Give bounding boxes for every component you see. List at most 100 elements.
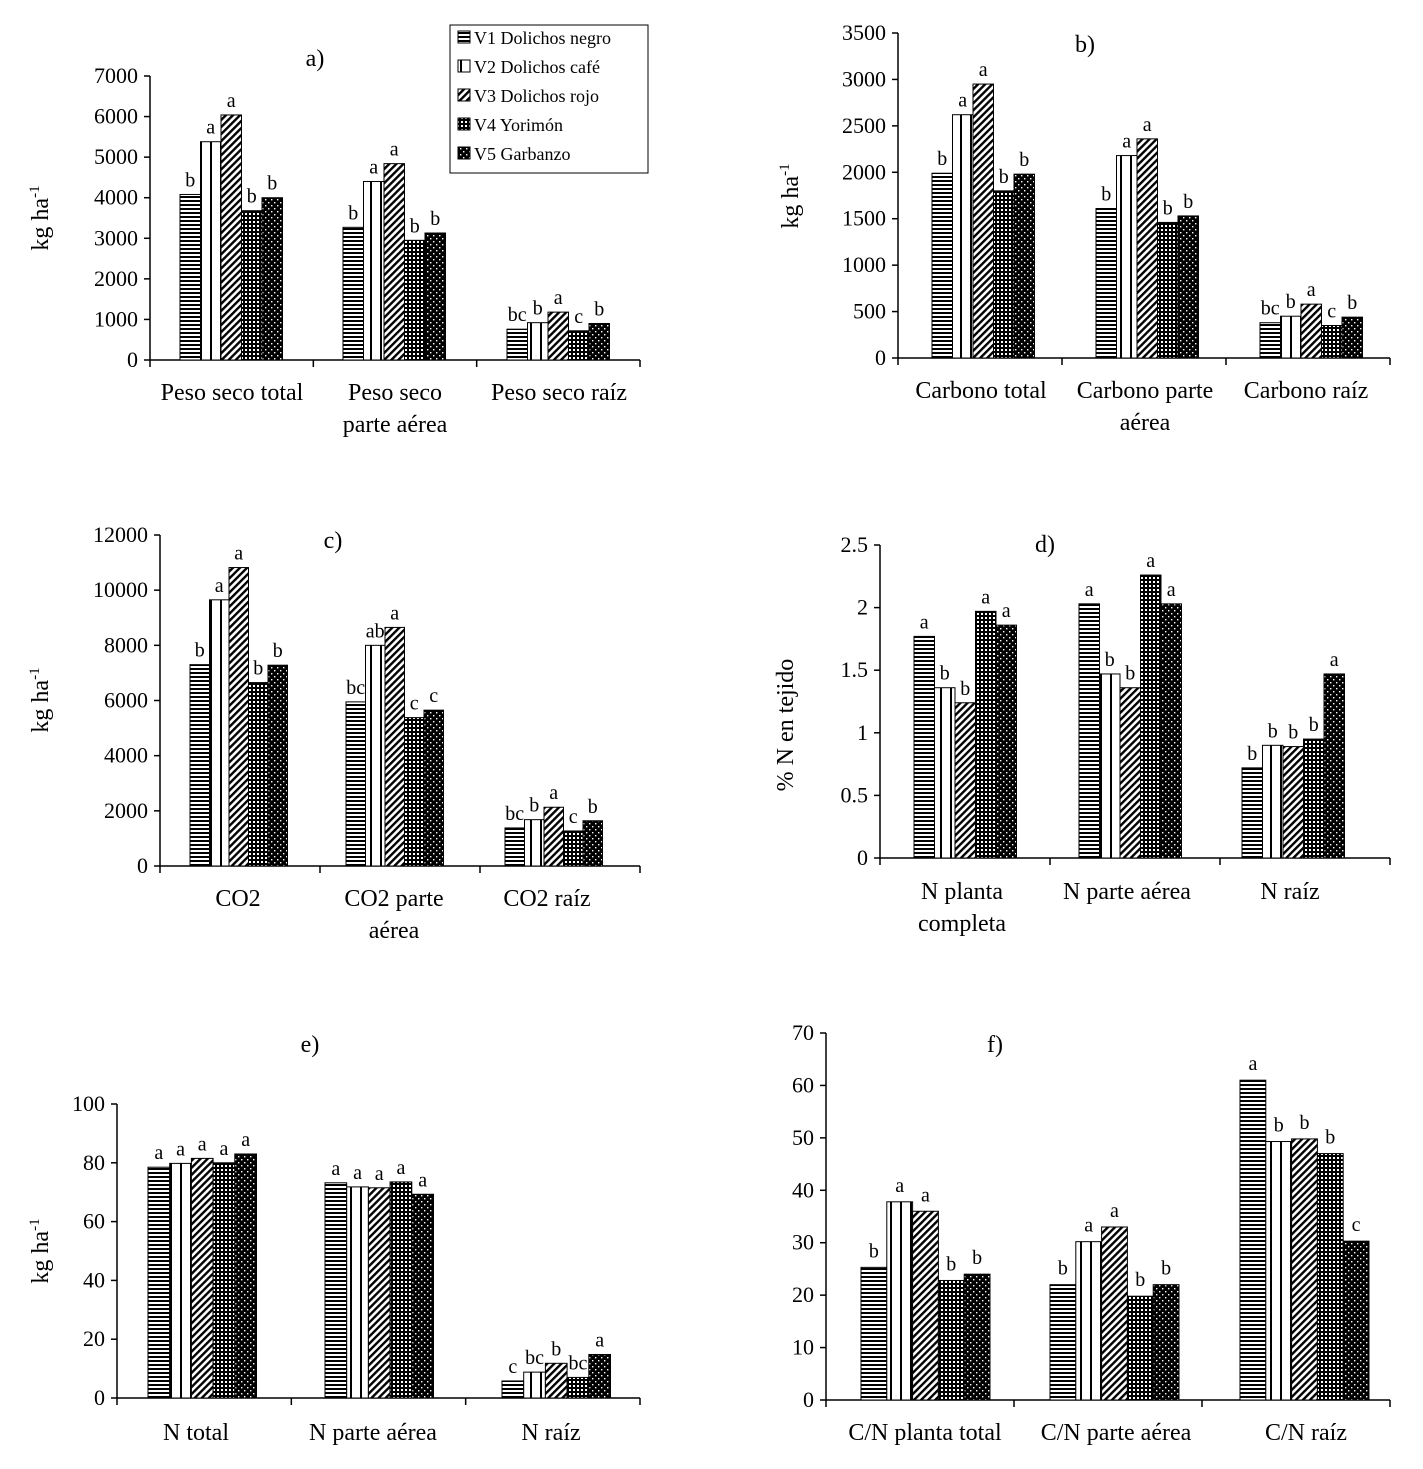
bar-v1-dolichos-negro-2 [1239,1079,1267,1401]
bar-v2-dolichos-caf--0 [886,1201,914,1401]
significance-label: ab [366,620,385,642]
y-tick-label: 1 [857,720,868,745]
bar-v5-garbanzo-0 [963,1273,991,1401]
bar-v1-dolichos-negro-0 [931,172,953,359]
bar-v3-dolichos-rojo-1 [383,163,405,361]
y-axis-label: kg ha-1 [27,667,54,732]
significance-label: a [234,543,243,565]
bar-v5-garbanzo-0 [267,664,288,867]
significance-label: b [1268,720,1278,742]
significance-label: b [195,640,205,662]
significance-label: a [369,156,378,178]
y-tick-label: 50 [792,1125,814,1150]
y-tick-label: 2.5 [841,532,869,557]
bar-v2-dolichos-caf--1 [363,180,385,361]
y-tick-label: 12000 [93,522,148,547]
legend-item-label: V5 Garbanzo [474,144,570,164]
significance-label: c [508,1356,517,1378]
category-label: parte aérea [343,412,448,438]
bar-v1-dolichos-negro-0 [179,193,201,361]
bar-v2-dolichos-caf--0 [209,599,230,867]
significance-label: c [574,306,583,328]
panel-title: e) [301,1032,320,1058]
category-label: aérea [1120,410,1171,436]
legend-item-label: V2 Dolichos café [474,57,600,77]
panel-title: a) [306,46,325,72]
significance-label: a [554,287,563,309]
bar-v3-dolichos-rojo-0 [972,83,994,359]
significance-label: b [529,795,539,817]
significance-label: c [1327,301,1336,323]
legend-box [449,24,649,174]
bar-v3-dolichos-rojo-0 [912,1210,939,1401]
category-label: CO2 [215,886,260,912]
significance-label: a [206,117,215,139]
significance-label: b [247,186,257,208]
significance-label: a [1248,1053,1257,1075]
chart-panel-c: 020004000600080001000012000bbcbcaabbaaab… [27,522,641,944]
y-tick-label: 2500 [842,113,886,138]
bar-v1-dolichos-negro-2 [1241,767,1263,859]
significance-label: a [1307,279,1316,301]
significance-label: b [588,796,598,818]
significance-label: b [1019,149,1029,171]
bar-v1-dolichos-negro-0 [147,1166,171,1399]
bar-v5-garbanzo-2 [1342,1240,1370,1401]
bar-v2-dolichos-caf--1 [1116,155,1138,359]
bar-v3-dolichos-rojo-2 [1282,746,1304,859]
significance-label: a [198,1133,207,1155]
legend-swatch [457,117,471,131]
bar-v4-yorim-n-0 [975,610,997,859]
y-tick-label: 40 [792,1177,814,1202]
y-tick-label: 1000 [94,306,138,331]
bar-v5-garbanzo-0 [234,1153,258,1399]
significance-label: b [1105,649,1115,671]
significance-label: b [940,663,950,685]
significance-label: a [1330,649,1339,671]
bar-v2-dolichos-caf--0 [934,687,956,859]
significance-label: a [1146,550,1155,572]
y-tick-label: 70 [792,1020,814,1045]
bar-v2-dolichos-caf--2 [1262,744,1284,859]
category-label: N parte aérea [1063,879,1191,905]
y-tick-label: 0.5 [841,782,869,807]
category-label: Carbono parte [1077,378,1214,404]
bar-v3-dolichos-rojo-1 [1119,687,1141,859]
panel-title: b) [1075,32,1095,58]
bar-v2-dolichos-caf--1 [365,644,386,867]
bar-v4-yorim-n-1 [389,1181,413,1399]
significance-label: b [1101,184,1111,206]
bar-v5-garbanzo-2 [1341,316,1363,359]
significance-label: a [921,1184,930,1206]
significance-label: a [549,782,558,804]
significance-label: a [397,1157,406,1179]
y-tick-label: 10000 [93,577,148,602]
bar-v4-yorim-n-0 [248,682,269,867]
y-tick-label: 2000 [94,266,138,291]
category-label: completa [918,911,1006,937]
y-tick-label: 3500 [842,20,886,45]
category-label: CO2 parte [344,886,443,912]
bar-v3-dolichos-rojo-0 [228,567,249,867]
panel-title: f) [987,1032,1003,1058]
significance-label: a [958,90,967,112]
bar-v4-yorim-n-1 [1140,574,1162,859]
bar-v3-dolichos-rojo-0 [190,1157,214,1399]
category-label: N raíz [1260,879,1319,905]
y-axis-label: kg ha-1 [27,185,54,250]
bar-v3-dolichos-rojo-0 [220,114,242,361]
y-tick-label: 0 [94,1385,105,1410]
category-label: Carbono raíz [1244,378,1369,404]
bar-v4-yorim-n-2 [1316,1153,1344,1401]
bar-v1-dolichos-negro-2 [501,1380,525,1399]
y-tick-label: 500 [853,299,886,324]
significance-label: b [1309,714,1319,736]
bar-v5-garbanzo-0 [261,197,283,361]
bar-v3-dolichos-rojo-1 [1136,138,1158,359]
bar-v5-garbanzo-0 [995,624,1017,859]
significance-label: b [869,1240,879,1262]
category-label: C/N parte aérea [1041,1420,1192,1446]
bar-v4-yorim-n-2 [566,1376,590,1399]
